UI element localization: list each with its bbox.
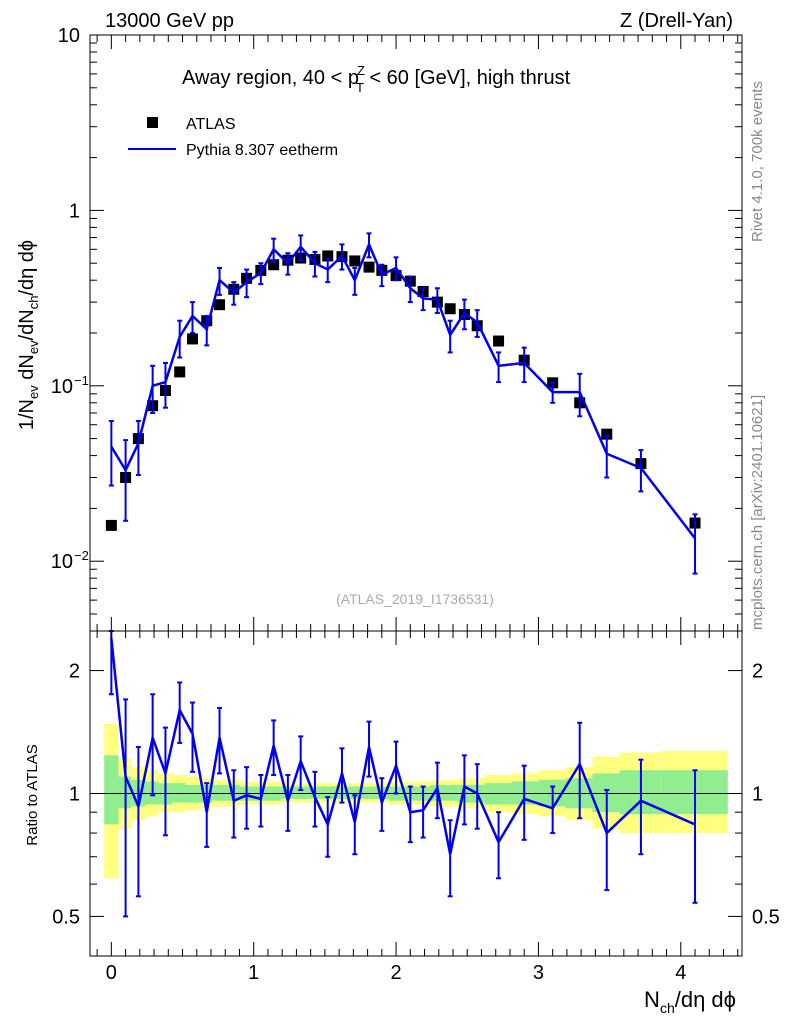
atlas-data-point bbox=[105, 519, 117, 531]
header-right-label: Z (Drell-Yan) bbox=[620, 10, 733, 32]
ratio-y-tick-label-right: 1 bbox=[752, 784, 763, 806]
atlas-data-point bbox=[322, 250, 334, 262]
main-y-tick-label: 10 bbox=[51, 551, 73, 573]
atlas-data-point bbox=[444, 303, 456, 315]
main-y-tick-label: 1 bbox=[69, 200, 80, 222]
x-tick-label: 2 bbox=[391, 962, 402, 984]
atlas-data-point bbox=[493, 335, 505, 347]
main-y-tick-label: 10 bbox=[51, 376, 73, 398]
ratio-axis-ticks: 0.5 0.5 1 1 2 2 0 1 2 3 4 bbox=[52, 631, 780, 984]
atlas-data-point bbox=[601, 428, 613, 440]
atlas-data-point bbox=[214, 299, 226, 311]
x-tick-label: 0 bbox=[106, 962, 117, 984]
green-band-bin bbox=[172, 783, 186, 803]
green-band-bin bbox=[361, 786, 375, 799]
rivet-version-label: Rivet 4.1.0, 700k events bbox=[749, 81, 766, 242]
main-y-axis-label: 1/Nev dNev/dNch/dη dϕ bbox=[16, 240, 41, 430]
x-axis-label: Nch/dη dϕ bbox=[644, 987, 736, 1016]
x-tick-label: 3 bbox=[533, 962, 544, 984]
header-left-label: 13000 GeV pp bbox=[105, 10, 234, 32]
ratio-line bbox=[110, 638, 696, 855]
legend: ATLAS Pythia 8.307 eetherm bbox=[128, 116, 338, 159]
main-plot-title: Away region, 40 < pZ T < 60 [GeV], high t… bbox=[182, 63, 571, 95]
main-series-layer bbox=[105, 232, 701, 575]
ratio-series-layer bbox=[108, 630, 698, 918]
legend-atlas-marker bbox=[147, 117, 158, 128]
green-band-bin bbox=[347, 786, 362, 799]
ratio-y-tick-label: 2 bbox=[69, 661, 80, 683]
ratio-y-tick-label: 1 bbox=[69, 784, 80, 806]
legend-atlas-label: ATLAS bbox=[186, 116, 236, 133]
pythia-line bbox=[110, 241, 697, 540]
ratio-y-tick-label-right: 2 bbox=[752, 661, 763, 683]
main-y-tick-exponent: −1 bbox=[74, 373, 89, 388]
main-y-tick-label: 10 bbox=[58, 25, 80, 47]
ratio-y-tick-label-right: 0.5 bbox=[752, 906, 780, 928]
green-band-bin bbox=[104, 755, 119, 825]
atlas-data-point bbox=[349, 255, 361, 267]
atlas-data-point bbox=[174, 366, 186, 378]
main-y-tick-exponent: −2 bbox=[74, 548, 89, 563]
green-band-bin bbox=[293, 786, 308, 799]
mcplots-source-label: mcplots.cern.ch [arXiv:2401.10621] bbox=[749, 395, 766, 630]
ratio-y-axis-label: Ratio to ATLAS bbox=[24, 744, 41, 845]
x-tick-label: 1 bbox=[248, 962, 259, 984]
green-band-bin bbox=[212, 784, 227, 801]
atlas-data-point bbox=[363, 261, 375, 273]
legend-pythia-label: Pythia 8.307 eetherm bbox=[186, 142, 338, 159]
atlas-data-point bbox=[186, 333, 198, 345]
x-tick-label: 4 bbox=[675, 962, 686, 984]
atlas-data-point bbox=[268, 259, 280, 271]
ratio-y-tick-label: 0.5 bbox=[52, 906, 80, 928]
green-band-bin bbox=[443, 784, 458, 801]
green-band-bin bbox=[320, 786, 335, 799]
analysis-watermark: (ATLAS_2019_I1736531) bbox=[336, 591, 494, 607]
